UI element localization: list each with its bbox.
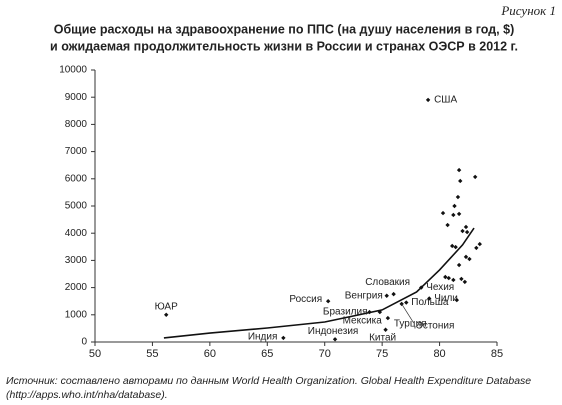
data-point bbox=[472, 174, 478, 180]
y-tick-label: 7000 bbox=[65, 146, 88, 157]
data-point bbox=[446, 275, 451, 281]
leader-line bbox=[401, 303, 414, 324]
data-point bbox=[474, 245, 479, 251]
point-label: Чили bbox=[434, 293, 458, 304]
point-label: Китай bbox=[369, 332, 396, 343]
x-tick-label: 80 bbox=[433, 348, 445, 360]
y-tick-label: 6000 bbox=[65, 173, 88, 184]
data-point bbox=[451, 277, 456, 283]
x-tick-label: 50 bbox=[89, 348, 101, 360]
data-point bbox=[391, 291, 396, 297]
y-tick-label: 4000 bbox=[65, 228, 88, 239]
point-label: Индонезия bbox=[308, 326, 359, 337]
y-tick-label: 5000 bbox=[65, 201, 88, 212]
x-tick-label: 60 bbox=[204, 348, 216, 360]
point-label: Турция bbox=[394, 319, 427, 330]
data-point bbox=[377, 309, 383, 315]
data-point bbox=[418, 285, 424, 290]
data-point bbox=[467, 256, 472, 262]
y-tick-label: 2000 bbox=[65, 282, 88, 293]
data-point bbox=[443, 274, 448, 280]
source-note: (http://apps.who.int/nha/database). bbox=[6, 389, 168, 400]
figure-label: Рисунок 1 bbox=[500, 3, 556, 18]
point-label: Словакия bbox=[365, 277, 410, 288]
data-point bbox=[463, 254, 469, 260]
data-point bbox=[445, 222, 450, 228]
point-label: Бразилия bbox=[323, 307, 368, 318]
point-label: ЮАР bbox=[155, 301, 178, 312]
data-point bbox=[454, 297, 459, 303]
y-tick-label: 8000 bbox=[65, 119, 88, 130]
point-label: Эстония bbox=[416, 321, 455, 332]
data-point bbox=[399, 301, 404, 307]
data-point bbox=[427, 296, 432, 301]
y-tick-label: 0 bbox=[81, 337, 87, 348]
data-point bbox=[460, 228, 465, 234]
data-point bbox=[385, 315, 391, 321]
point-label: Чехия bbox=[426, 282, 454, 293]
source-note: Источник: составлено авторами по данным … bbox=[6, 375, 531, 387]
point-label: Польша bbox=[411, 297, 449, 308]
chart-title: Общие расходы на здравоохранение по ППС … bbox=[54, 22, 515, 36]
data-point bbox=[463, 224, 469, 230]
y-tick-label: 1000 bbox=[65, 309, 88, 320]
x-tick-label: 85 bbox=[491, 348, 503, 360]
x-tick-label: 65 bbox=[261, 348, 273, 360]
data-point bbox=[164, 312, 169, 317]
data-point bbox=[456, 167, 462, 173]
data-point bbox=[459, 276, 464, 282]
trend-line bbox=[163, 227, 475, 339]
point-label: США bbox=[434, 95, 457, 106]
chart-title: и ожидаемая продолжительность жизни в Ро… bbox=[50, 39, 518, 53]
data-point bbox=[325, 299, 331, 304]
y-tick-label: 10000 bbox=[59, 65, 87, 76]
point-label: Мексика bbox=[343, 316, 383, 327]
data-point bbox=[451, 212, 456, 218]
data-point bbox=[453, 244, 458, 250]
data-point bbox=[456, 211, 462, 217]
data-point bbox=[367, 309, 372, 315]
data-point bbox=[462, 279, 468, 285]
data-point bbox=[455, 194, 461, 200]
data-point bbox=[456, 262, 462, 268]
data-point bbox=[458, 178, 463, 184]
data-point bbox=[464, 229, 470, 235]
point-label: Россия bbox=[289, 294, 322, 305]
data-point bbox=[383, 327, 388, 332]
data-point bbox=[281, 335, 286, 341]
x-tick-label: 70 bbox=[319, 348, 331, 360]
data-point bbox=[425, 97, 431, 103]
data-point bbox=[404, 300, 409, 305]
data-point bbox=[477, 241, 482, 247]
x-tick-label: 75 bbox=[376, 348, 388, 360]
x-tick-label: 55 bbox=[146, 348, 158, 360]
point-label: Венгрия bbox=[345, 290, 383, 301]
data-point bbox=[450, 243, 455, 249]
data-point bbox=[384, 293, 389, 298]
y-tick-label: 3000 bbox=[65, 255, 88, 266]
data-point bbox=[452, 203, 457, 209]
data-point bbox=[332, 337, 338, 342]
y-tick-label: 9000 bbox=[65, 92, 88, 103]
data-point bbox=[440, 210, 446, 216]
point-label: Индия bbox=[248, 332, 278, 343]
